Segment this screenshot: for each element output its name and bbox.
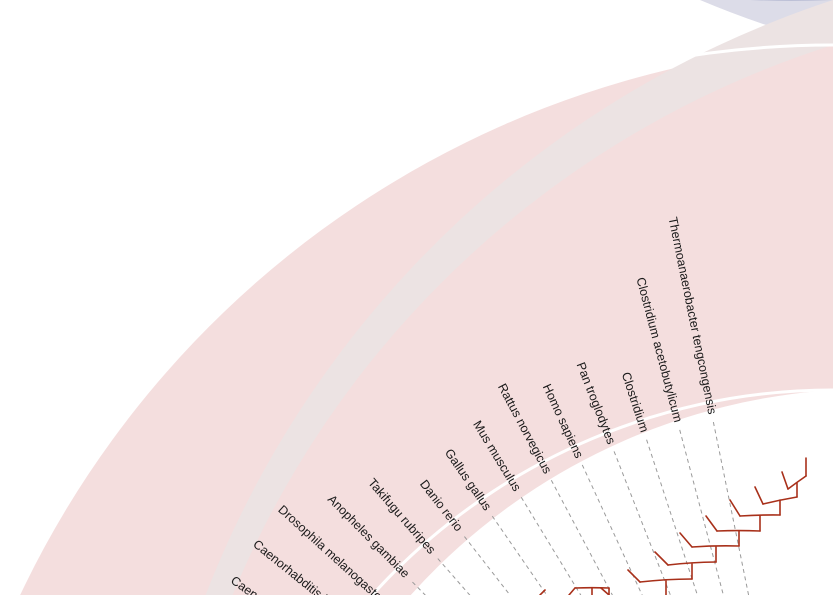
tip-guide-line — [550, 479, 613, 595]
branch-path — [568, 587, 576, 595]
tip-guide-line — [491, 515, 548, 595]
branch-path — [627, 569, 641, 583]
tip-guide-line — [613, 451, 671, 595]
outer-ring-segment-blue — [750, 0, 833, 1]
ring-sep-outer — [0, 43, 833, 527]
tip-guide-lines — [412, 421, 750, 595]
tip-guide-line — [437, 558, 471, 595]
branch-path — [600, 587, 610, 595]
tip-guide-line — [520, 497, 582, 595]
branch-path — [705, 515, 718, 532]
branch-arc — [639, 578, 693, 583]
branch-path — [679, 532, 693, 548]
ring-separators — [0, 43, 833, 595]
branch-arc — [739, 514, 781, 517]
tip-guide-line — [712, 421, 750, 595]
ring-sep-inner — [370, 388, 833, 595]
tip-guide-line — [581, 464, 643, 595]
branch-path — [754, 486, 764, 505]
clade-band-eukaryota — [20, 45, 833, 595]
branch-path — [729, 499, 741, 517]
branch-path — [654, 551, 669, 566]
tip-guide-line — [412, 581, 426, 595]
tip-guide-line — [464, 536, 511, 595]
branch-arc — [667, 561, 717, 566]
branch-path — [781, 471, 789, 490]
tree-branches — [539, 457, 807, 595]
branch-arc — [691, 545, 740, 548]
outer-ring-segment-light — [205, 0, 833, 595]
tip-guide-line — [646, 439, 698, 595]
tip-guide-line — [679, 429, 724, 595]
branch-path — [539, 589, 546, 595]
